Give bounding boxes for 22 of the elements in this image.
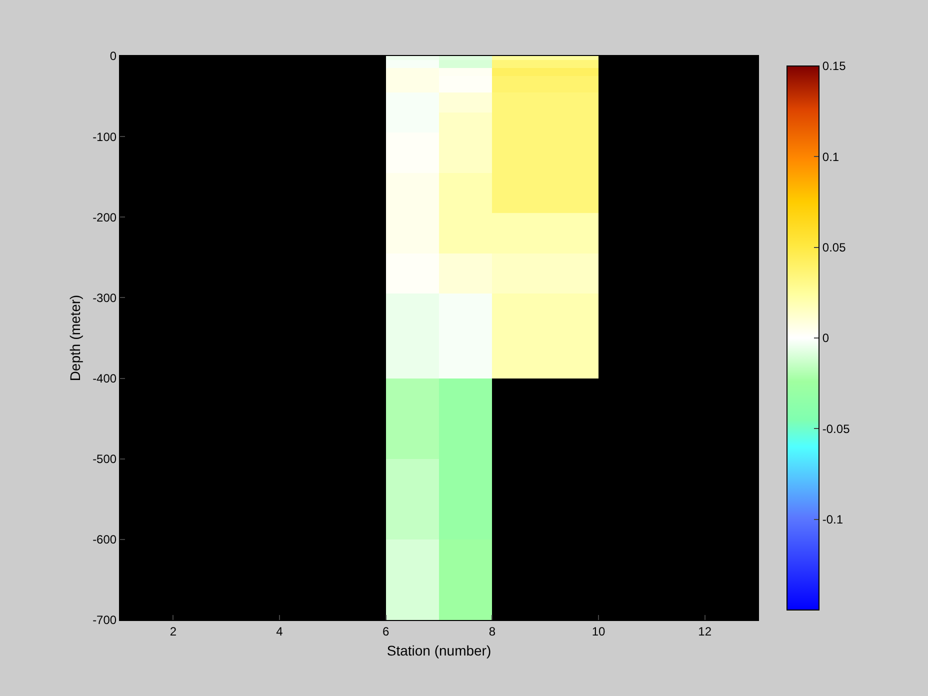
color-bar-label: 0 [822, 331, 830, 346]
y-tick-label: -300 [92, 290, 117, 305]
y-tick-label: -600 [92, 532, 117, 547]
y-axis-title: Depth (meter) [67, 294, 84, 382]
x-tick-label: 2 [170, 624, 177, 638]
color-bar-label: -0.05 [822, 422, 850, 436]
color-bar-label: 0.15 [822, 59, 846, 74]
x-tick-label: 10 [592, 624, 606, 638]
color-bar-label: -0.1 [822, 512, 844, 527]
x-tick-label: 6 [382, 624, 390, 638]
x-tick-label: 4 [276, 624, 284, 638]
y-tick-label: -200 [92, 210, 117, 224]
y-tick-label: 0 [110, 49, 117, 64]
color-bar-label: 0.05 [822, 240, 846, 255]
y-tick-label: -100 [92, 130, 117, 144]
y-tick-label: -500 [92, 452, 117, 466]
y-tick-label: -700 [92, 613, 117, 628]
y-tick-label: -400 [92, 371, 117, 386]
color-bar-label: 0.1 [822, 150, 840, 164]
x-axis-title: Station (number) [386, 642, 492, 659]
x-tick-label: 12 [698, 624, 712, 638]
x-tick-label: 8 [488, 624, 496, 638]
